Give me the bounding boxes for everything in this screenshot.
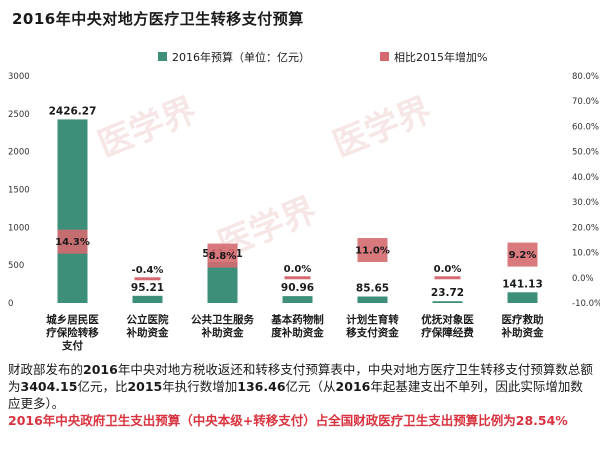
bar-value-label: 85.65 xyxy=(356,283,389,295)
pct-marker xyxy=(284,276,311,280)
category-label: 移支付资金 xyxy=(346,326,399,339)
bar-chart: 2016年预算（单位：亿元） 相比2015年增加% 0 500 1000 1500 2000… xyxy=(8,50,600,352)
category-label: 疗保险转移 xyxy=(46,326,99,339)
pct-label: 8.8% xyxy=(209,251,237,262)
pct-box xyxy=(507,242,538,267)
pct-box xyxy=(207,243,238,268)
category-label: 基本药物制 xyxy=(270,313,324,326)
bar-value-label: 2426.27 xyxy=(49,105,97,117)
legend-label-change: 相比2015年增加% xyxy=(394,50,487,64)
right-axis-tick-label: 50.0% xyxy=(572,148,599,158)
body-text-segment: 年执行数增加 xyxy=(162,379,238,394)
bar xyxy=(207,262,238,303)
bar xyxy=(507,292,538,303)
pct-marker xyxy=(134,277,161,281)
bar xyxy=(357,296,388,303)
body-paragraph: 财政部发布的2016年中央对地方税收返还和转移支付预算表中，中央对地方医疗卫生转… xyxy=(8,361,594,412)
body-text-segment: 亿元（从 xyxy=(285,379,336,394)
body-text-segment: 年起基建支出不单列，因此实际增加数应更多）。 xyxy=(8,379,583,411)
pct-marker xyxy=(434,276,461,280)
right-axis-tick-label: 70.0% xyxy=(572,97,599,107)
right-axis-tick-label: 20.0% xyxy=(572,223,599,233)
bar-value-label: 90.96 xyxy=(281,282,314,294)
body-text-segment: 财政部发布的 xyxy=(8,362,84,377)
pct-label: 0.0% xyxy=(434,264,462,275)
body-text-segment: 年中央对地方税收返还和转移支付预算表中，中央对地方医疗卫生转移支付预算数总额为 xyxy=(8,362,593,394)
pct-label: -0.4% xyxy=(132,265,164,276)
pct-label: 0.0% xyxy=(284,264,312,275)
highlight-text: 2016年中央政府卫生支出预算（中央本级+转移支付）占全国财政医疗卫生支出预算比… xyxy=(8,413,568,428)
category-label: 补助资金 xyxy=(201,326,244,339)
category-label: 城乡居民医 xyxy=(46,313,99,326)
pct-box xyxy=(57,229,88,254)
category-label: 度补助资金 xyxy=(271,326,324,339)
pct-label: 14.3% xyxy=(55,237,90,248)
body-text-number: 136.46 xyxy=(237,379,286,394)
right-axis-tick-label: 0.0% xyxy=(572,274,594,284)
category-label: 公立医院 xyxy=(127,313,169,326)
category-label: 优抚对象医 xyxy=(421,313,474,326)
bar xyxy=(282,296,313,303)
bar xyxy=(432,301,463,303)
right-axis-tick-label: 40.0% xyxy=(572,173,599,183)
left-axis-tick-label: 1500 xyxy=(8,186,30,196)
right-axis-tick-label: -10.0% xyxy=(572,299,600,309)
left-axis-tick-label: 500 xyxy=(8,261,24,271)
left-axis-tick-label: 1000 xyxy=(8,223,30,233)
legend-swatch-change xyxy=(380,52,389,61)
right-axis-tick-label: 80.0% xyxy=(572,72,599,82)
category-label: 疗保障经费 xyxy=(421,326,474,339)
body-text-number: 2016 xyxy=(83,362,118,377)
left-axis-tick-label: 3000 xyxy=(8,72,30,82)
body-text-segment: 亿元，比 xyxy=(77,379,128,394)
pct-label: 11.0% xyxy=(355,246,390,257)
chart-title: 2016年中央对地方医疗卫生转移支付预算 xyxy=(12,10,304,28)
category-label: 补助资金 xyxy=(501,326,544,339)
bar-value-label: 23.72 xyxy=(431,287,464,299)
left-axis-tick-label: 0 xyxy=(8,299,13,309)
body-text-number: 3404.15 xyxy=(20,379,78,394)
left-axis-tick-label: 2500 xyxy=(8,110,30,120)
legend-swatch-budget xyxy=(158,52,167,61)
bar xyxy=(132,295,163,303)
category-label: 公共卫生服务 xyxy=(191,313,254,326)
category-label: 支付 xyxy=(61,339,83,352)
bar xyxy=(57,119,88,304)
legend-label-budget: 2016年预算（单位：亿元） xyxy=(172,50,310,64)
left-axis-tick-label: 2000 xyxy=(8,148,30,158)
right-axis-tick-label: 10.0% xyxy=(572,249,599,259)
pct-label: 9.2% xyxy=(509,250,537,261)
category-label: 补助资金 xyxy=(126,326,169,339)
category-label: 计划生育转 xyxy=(346,313,399,326)
right-axis-tick-label: 30.0% xyxy=(572,198,599,208)
category-label: 医疗救助 xyxy=(502,313,544,326)
bar-value-label: 95.21 xyxy=(131,282,164,294)
body-text-number: 2016 xyxy=(335,379,371,394)
right-axis-tick-label: 60.0% xyxy=(572,122,599,132)
pct-box xyxy=(357,238,388,263)
body-text-number: 2015 xyxy=(127,379,163,394)
bar-value-label: 141.13 xyxy=(502,278,543,290)
